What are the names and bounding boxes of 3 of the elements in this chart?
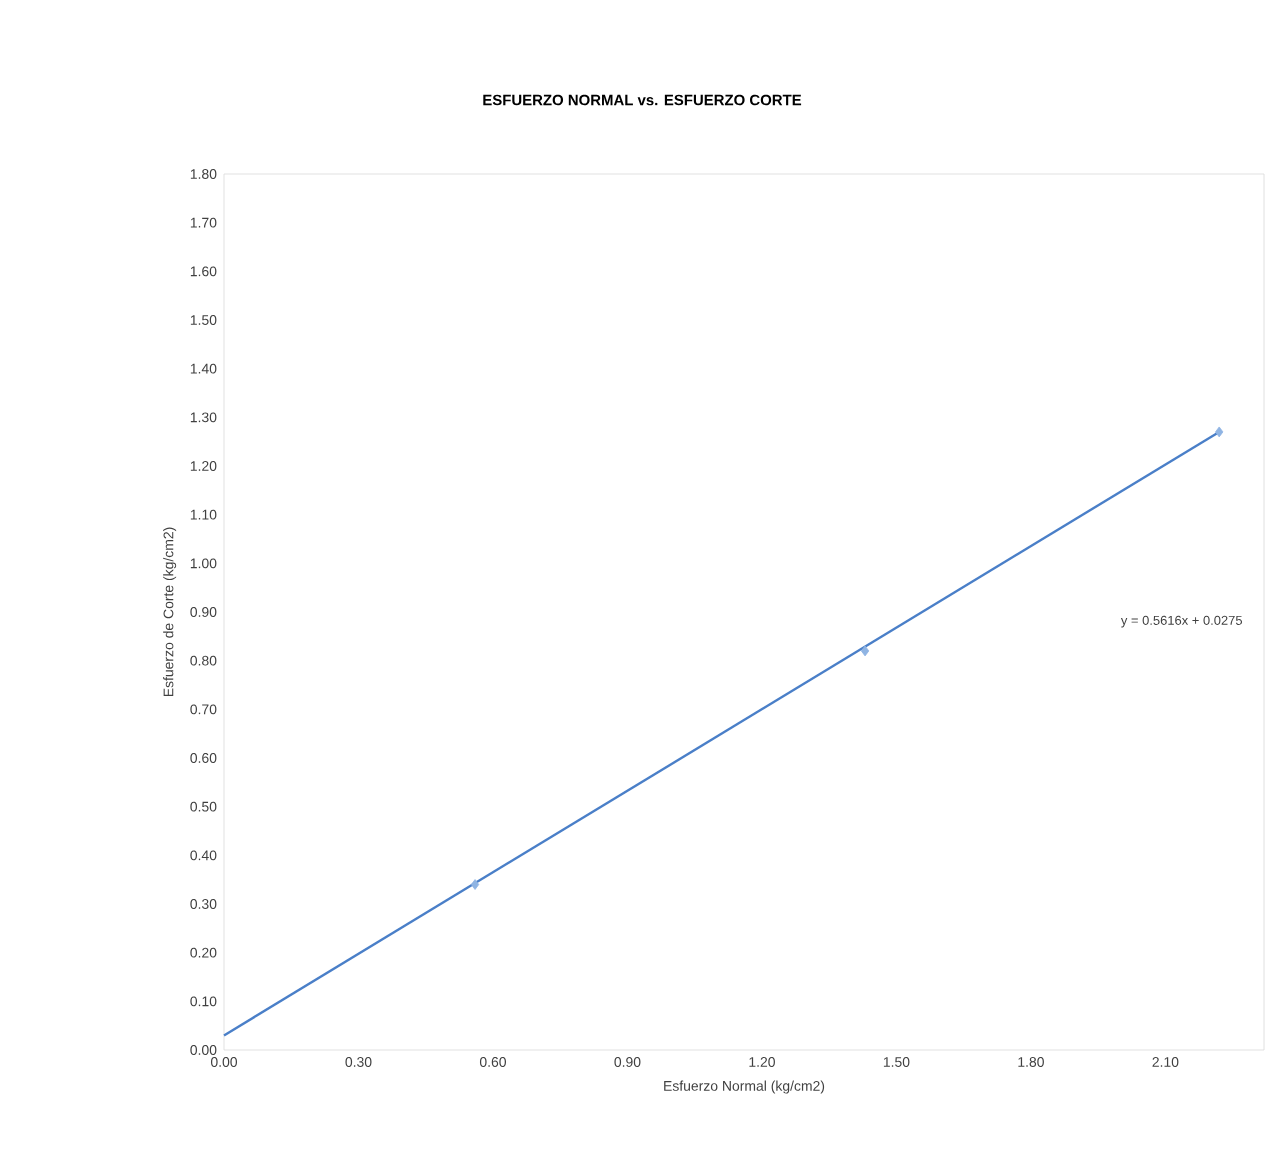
point xyxy=(470,879,480,890)
point xyxy=(860,645,870,657)
point xyxy=(1215,426,1224,438)
